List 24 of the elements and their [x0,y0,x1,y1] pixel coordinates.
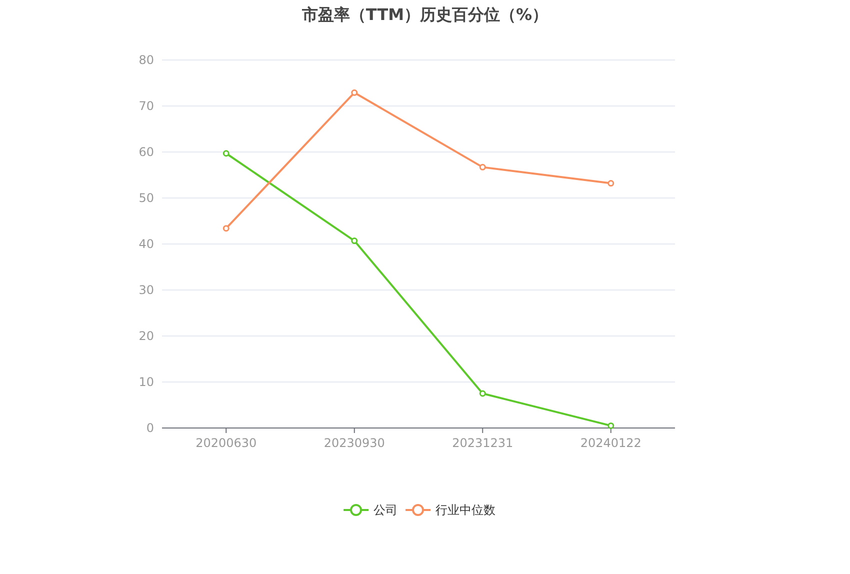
y-tick-label: 70 [138,99,154,113]
y-tick-label: 20 [138,329,154,343]
x-tick-label: 20230930 [324,436,385,450]
y-tick-label: 60 [138,145,154,159]
point [608,422,614,429]
point [351,89,358,96]
x-tick-label: 20240122 [580,436,642,450]
point [222,150,230,157]
legend-label: 行业中位数 [436,503,496,517]
legend-label: 公司 [374,503,398,517]
point [479,164,486,170]
point [351,238,358,244]
point [479,390,486,397]
y-tick-label: 30 [138,283,154,297]
point [608,180,614,187]
chart-title: 市盈率（TTM）历史百分位（%） [300,5,548,24]
y-tick-label: 0 [146,421,154,435]
point [222,225,230,232]
y-tick-label: 10 [138,375,154,389]
y-tick-label: 40 [138,237,154,251]
y-tick-label: 80 [138,53,154,67]
y-tick-label: 50 [138,191,154,205]
x-tick-label: 20200630 [196,436,257,450]
x-tick-label: 20231231 [452,436,514,450]
